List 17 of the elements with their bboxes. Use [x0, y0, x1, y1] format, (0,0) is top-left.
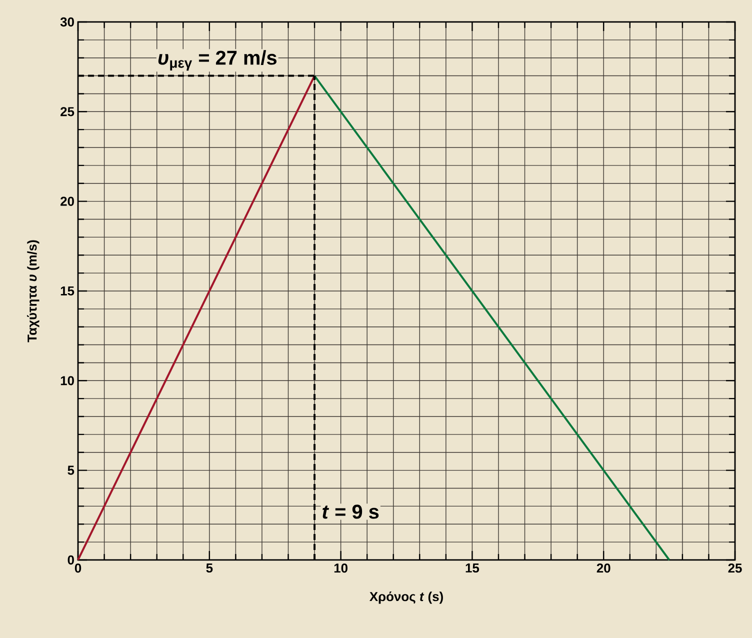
y-axis-title: Ταχύτητα υ (m/s) — [27, 240, 40, 342]
x-tick-label: 5 — [206, 564, 213, 573]
y-tick-label: 25 — [60, 107, 74, 116]
x-tick-label: 20 — [596, 564, 610, 573]
x-tick-label: 0 — [74, 564, 82, 573]
y-tick-label: 15 — [60, 286, 74, 296]
x-tick-label: 25 — [728, 564, 742, 573]
y-tick-label: 0 — [68, 555, 74, 565]
x-tick-label: 15 — [466, 564, 480, 573]
y-tick-label: 20 — [60, 196, 74, 206]
annotation: υ$_{μεγ}$ = 27 m/s — [158, 50, 276, 71]
x-tick-label: 10 — [334, 564, 348, 573]
y-tick-label: 5 — [68, 466, 74, 475]
y-tick-label: 30 — [60, 17, 74, 27]
x-axis-title: Χρόνος t (s) — [370, 592, 443, 604]
y-tick-label: 10 — [60, 376, 74, 386]
annotation: t = 9 s — [322, 504, 379, 519]
